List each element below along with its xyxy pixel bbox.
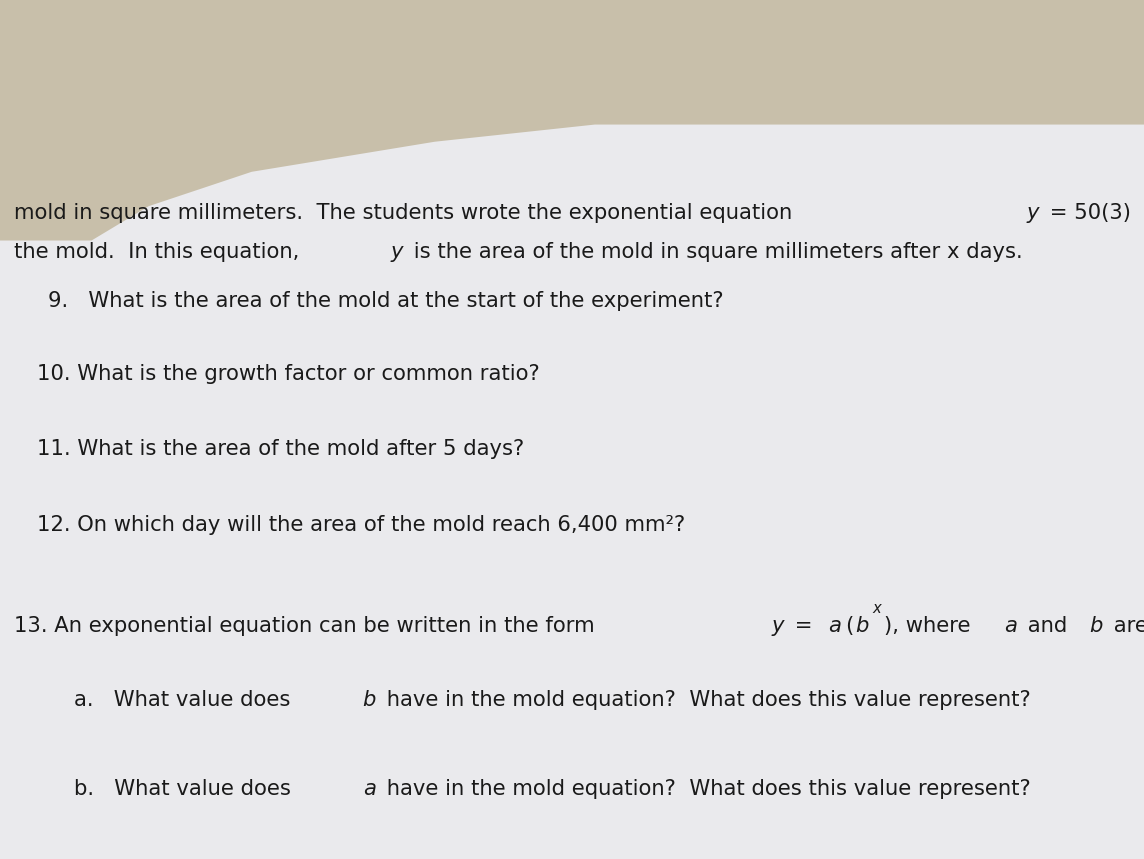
Text: y: y bbox=[390, 241, 403, 262]
Text: y: y bbox=[772, 616, 784, 637]
Text: b: b bbox=[1089, 616, 1103, 637]
Text: x: x bbox=[873, 601, 882, 616]
Text: ), where: ), where bbox=[884, 616, 977, 637]
Text: are constant value: are constant value bbox=[1106, 616, 1144, 637]
Text: b: b bbox=[856, 616, 869, 637]
Text: b: b bbox=[363, 690, 375, 710]
Text: mold in square millimeters.  The students wrote the exponential equation: mold in square millimeters. The students… bbox=[14, 203, 799, 223]
Text: a: a bbox=[1004, 616, 1017, 637]
Text: and: and bbox=[1022, 616, 1074, 637]
Text: the mold.  In this equation,: the mold. In this equation, bbox=[14, 241, 305, 262]
Text: 12. On which day will the area of the mold reach 6,400 mm²?: 12. On which day will the area of the mo… bbox=[37, 515, 685, 535]
Text: is the area of the mold in square millimeters after x days.: is the area of the mold in square millim… bbox=[407, 241, 1023, 262]
Text: a: a bbox=[828, 616, 841, 637]
Text: b.   What value does: b. What value does bbox=[74, 778, 297, 799]
Text: a: a bbox=[363, 778, 376, 799]
Text: have in the mold equation?  What does this value represent?: have in the mold equation? What does thi… bbox=[380, 690, 1031, 710]
Text: y: y bbox=[1026, 203, 1039, 223]
Text: 13. An exponential equation can be written in the form: 13. An exponential equation can be writt… bbox=[14, 616, 601, 637]
Text: =: = bbox=[788, 616, 819, 637]
Text: have in the mold equation?  What does this value represent?: have in the mold equation? What does thi… bbox=[380, 778, 1031, 799]
Text: 11. What is the area of the mold after 5 days?: 11. What is the area of the mold after 5… bbox=[37, 439, 524, 460]
Text: 10. What is the growth factor or common ratio?: 10. What is the growth factor or common … bbox=[37, 363, 539, 384]
Text: a.   What value does: a. What value does bbox=[74, 690, 297, 710]
Polygon shape bbox=[6, 142, 1144, 859]
Text: 9.   What is the area of the mold at the start of the experiment?: 9. What is the area of the mold at the s… bbox=[48, 290, 724, 311]
Text: = 50(3): = 50(3) bbox=[1043, 203, 1130, 223]
Text: (: ( bbox=[845, 616, 853, 637]
Polygon shape bbox=[0, 125, 1144, 859]
